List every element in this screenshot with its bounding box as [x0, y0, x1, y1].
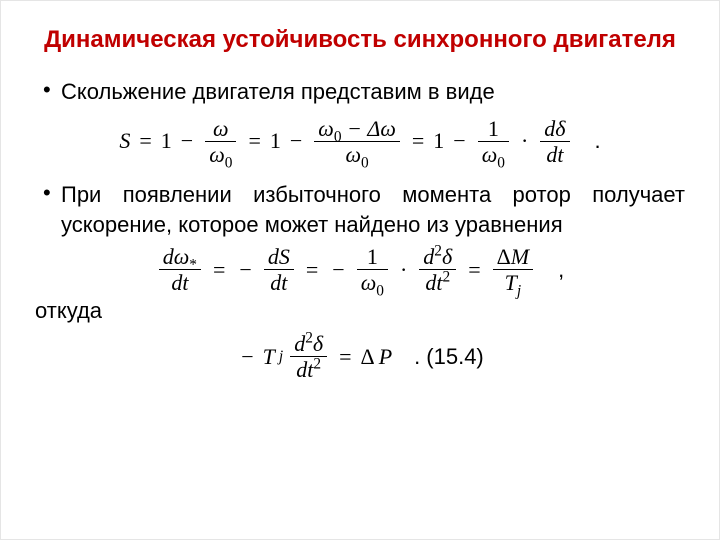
equation-1: S=1− ωω0 =1− ω0 − Δωω0 =1− 1ω0 · dδdt . [35, 117, 685, 166]
bullet-item: • Скольжение двигателя представим в виде [35, 77, 685, 107]
equation-3-punct: . [414, 344, 420, 370]
equation-3: −Tj d2δdt2 =ΔP . (15.4) [35, 332, 685, 381]
bullet-text: Скольжение двигателя представим в виде [61, 77, 685, 107]
equation-2: dω*dt =− dSdt =− 1ω0 · d2δdt2 = ΔMTj , [35, 245, 685, 294]
equation-2-punct: , [558, 257, 564, 283]
slide-title: Динамическая устойчивость синхронного дв… [35, 25, 685, 55]
slide-body: • Скольжение двигателя представим в виде… [35, 77, 685, 381]
bullet-marker-icon: • [35, 77, 61, 103]
equation-1-punct: . [595, 128, 601, 154]
equation-3-ref: (15.4) [426, 344, 483, 370]
bullet-item: • При появлении избыточного момента рото… [35, 180, 685, 239]
slide: Динамическая устойчивость синхронного дв… [0, 0, 720, 540]
bullet-marker-icon: • [35, 180, 61, 206]
bullet-text: При появлении избыточного момента ротор … [61, 180, 685, 239]
plain-line-whence: откуда [35, 296, 685, 326]
